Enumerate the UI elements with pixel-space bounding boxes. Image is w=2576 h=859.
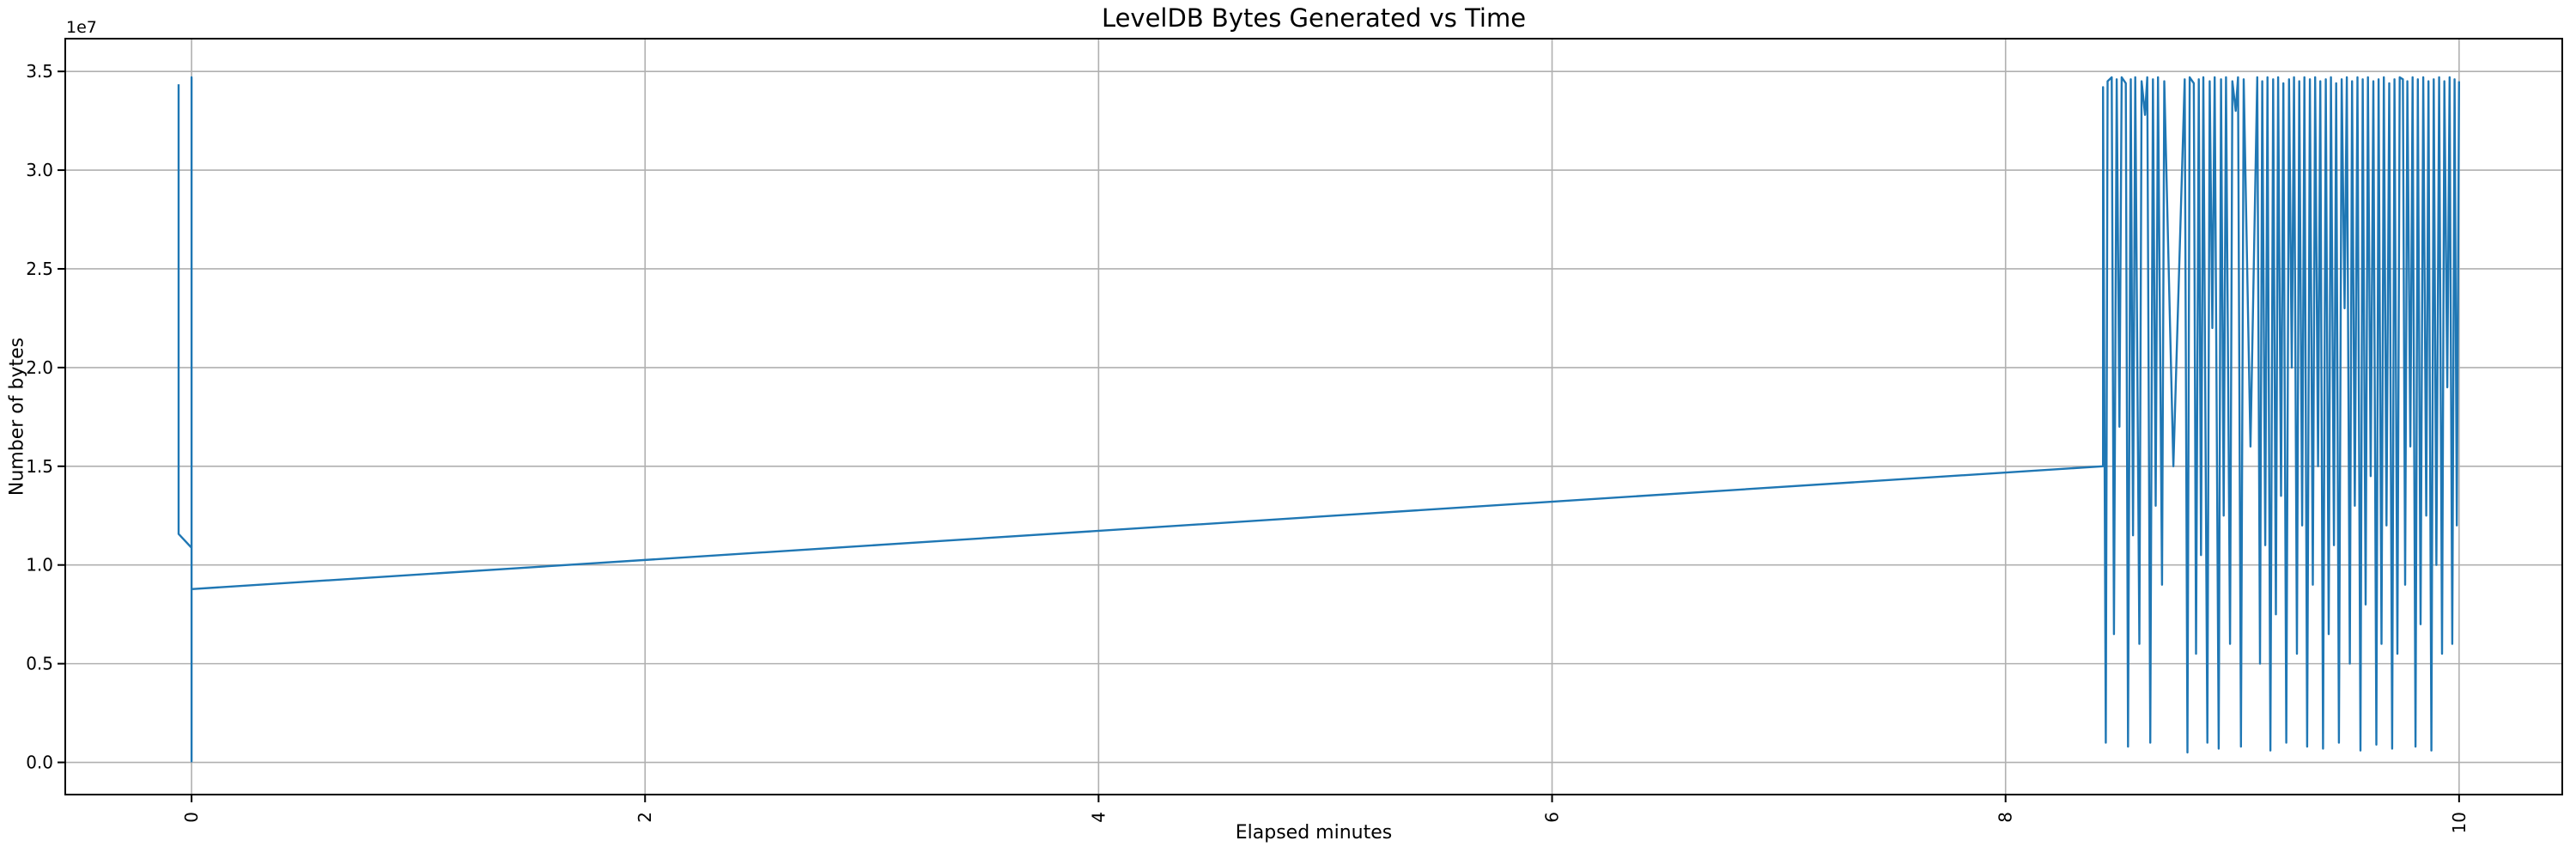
y-tick-label: 2.0 bbox=[26, 357, 53, 378]
y-axis-offset-label: 1e7 bbox=[66, 18, 97, 37]
x-tick-label: 10 bbox=[2449, 812, 2470, 833]
y-tick-label: 0.5 bbox=[26, 654, 53, 674]
y-tick-label: 3.5 bbox=[26, 61, 53, 82]
x-tick-label: 8 bbox=[1996, 812, 2016, 823]
x-tick-label: 4 bbox=[1088, 812, 1109, 823]
series-line bbox=[177, 76, 2460, 763]
chart-title: LevelDB Bytes Generated vs Time bbox=[1101, 3, 1527, 33]
y-tick-label: 3.0 bbox=[26, 160, 53, 180]
y-tick-label: 0.0 bbox=[26, 752, 53, 773]
x-tick-label: 6 bbox=[1542, 812, 1563, 823]
x-axis-label: Elapsed minutes bbox=[1235, 822, 1393, 844]
x-tick-label: 2 bbox=[635, 812, 655, 823]
y-tick-label: 1.0 bbox=[26, 555, 53, 576]
y-tick-label: 2.5 bbox=[26, 259, 53, 279]
x-tick-label: 0 bbox=[181, 812, 202, 823]
plot-border bbox=[64, 38, 2563, 795]
y-tick-label: 1.5 bbox=[26, 456, 53, 477]
tick-labels: 0 2 4 6 8 10 0.0 0.5 1.0 1.5 2.0 2.5 3.0 3.5 bbox=[26, 61, 2470, 833]
axis-ticks bbox=[58, 70, 2460, 802]
y-axis-label: Number of bytes bbox=[6, 337, 28, 497]
